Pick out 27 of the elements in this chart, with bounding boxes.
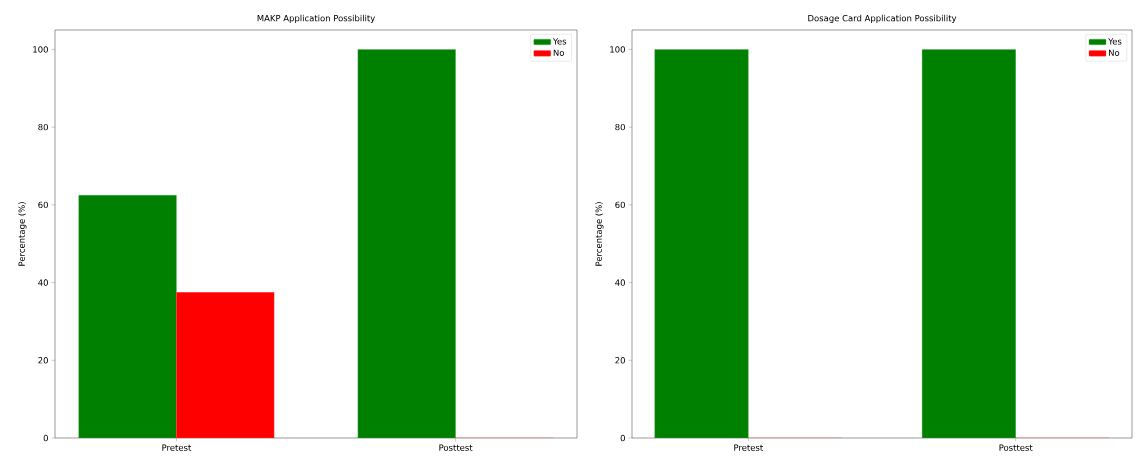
legend-label: No — [553, 49, 564, 56]
x-tick-label: Posttest — [439, 444, 473, 451]
y-tick-label: 0 — [620, 434, 625, 442]
legend-label: No — [1108, 49, 1120, 56]
y-tick-label: 60 — [615, 201, 625, 209]
legend-label: Yes — [1108, 38, 1122, 45]
y-tick-label: 100 — [610, 46, 625, 53]
chart-title: MAKP Application Possibility — [257, 14, 375, 23]
y-axis-title: Percentage (%) — [18, 202, 27, 266]
y-tick-label: 40 — [38, 279, 48, 286]
y-tick-label: 80 — [38, 123, 48, 131]
y-tick-label: 0 — [43, 434, 48, 442]
y-tick-label: 20 — [615, 357, 625, 364]
y-tick-label: 60 — [38, 201, 48, 209]
y-tick-label: 100 — [33, 46, 48, 53]
x-tick-label: Pretest — [162, 444, 192, 451]
y-tick-label: 20 — [38, 357, 48, 364]
y-tick-label: 80 — [615, 123, 625, 131]
x-tick-label: Pretest — [734, 444, 763, 451]
y-tick-label: 40 — [615, 279, 625, 286]
bar — [78, 194, 177, 438]
bar — [176, 292, 275, 438]
chart-title: Dosage Card Application Possibility — [808, 14, 957, 23]
y-axis-title: Percentage (%) — [595, 202, 604, 266]
bar — [357, 49, 456, 438]
legend-label: Yes — [552, 38, 567, 45]
x-tick-label: Posttest — [999, 444, 1033, 451]
